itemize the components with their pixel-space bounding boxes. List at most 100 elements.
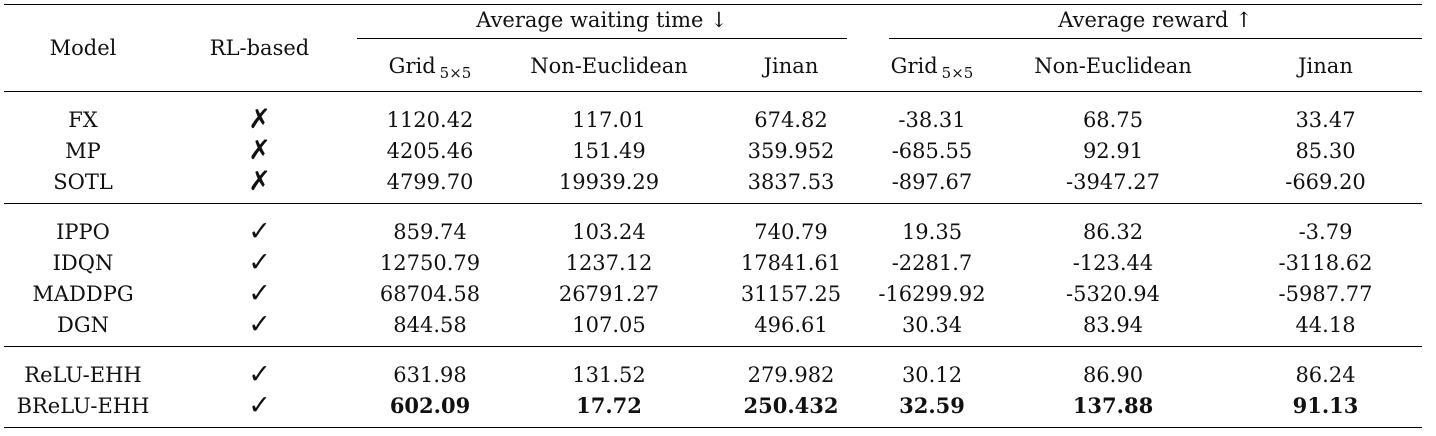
value-cell: 131.52: [503, 346, 715, 390]
value-cell: -3947.27: [1066, 169, 1160, 194]
value-cell: 92.91: [1082, 138, 1144, 163]
value-cell: 250.432: [715, 390, 867, 428]
value-cell: 117.01: [503, 91, 715, 135]
rl-based-cell: ✓: [162, 247, 357, 278]
rl-based-cell: ✓: [162, 346, 357, 390]
col-header-grid-wait: Grid 5×5: [357, 41, 503, 92]
value-cell: -38.31: [867, 91, 997, 135]
group-header-reward-label: Average reward ↑: [889, 8, 1423, 39]
value-cell: 86.24: [1229, 346, 1423, 390]
table-row: IPPO ✓ 859.74 103.24 740.79 19.35 86.32 -3.79: [4, 203, 1423, 247]
value-cell: 86.90: [997, 346, 1229, 390]
value-cell: -123.44: [1072, 250, 1154, 275]
col-header-rl-based: RL-based: [162, 4, 357, 92]
value-cell: -669.20: [1285, 169, 1366, 194]
check-mark-icon: ✓: [248, 390, 271, 421]
group-header-reward: Average reward ↑: [867, 4, 1423, 41]
rl-based-cell: ✗: [162, 166, 357, 204]
value-cell: 740.79: [715, 203, 867, 247]
table-row: MP ✗ 4205.46 151.49 359.952 -685.55 92.91 85.30: [4, 135, 1422, 166]
model-name-cell: ReLU-EHH: [4, 346, 162, 390]
table-row: IDQN ✓ 12750.79 1237.12 17841.61 -2281.7 -123.…: [4, 247, 1422, 278]
value-cell: 4205.46: [386, 138, 474, 163]
group-header-waiting-time-label: Average waiting time ↓: [357, 8, 847, 39]
value-cell: -3118.62: [1278, 250, 1373, 275]
check-mark-icon: ✓: [248, 309, 271, 340]
table-row: FX ✗ 1120.42 117.01 674.82 -38.31 68.75 33.47: [4, 91, 1423, 135]
results-table: Model RL-based Average waiting time ↓ Av…: [4, 4, 1423, 428]
value-cell: 33.47: [1229, 91, 1423, 135]
value-cell: 631.98: [357, 346, 503, 390]
value-cell: 19.35: [867, 203, 997, 247]
value-cell: -5320.94: [1066, 281, 1160, 306]
col-header-model: Model: [4, 4, 162, 92]
value-cell: 859.74: [357, 203, 503, 247]
header-row-1: Model RL-based Average waiting time ↓ Av…: [4, 4, 1423, 92]
value-cell: 85.30: [1295, 138, 1356, 163]
value-cell: -685.55: [891, 138, 973, 163]
value-cell: 496.61: [754, 312, 828, 337]
value-cell: 68.75: [997, 91, 1229, 135]
header-row-2: Grid 5×5 Non-Euclidean Jinan Grid 5×5 Non-…: [4, 41, 1422, 92]
model-name-cell: SOTL: [53, 169, 113, 194]
value-cell: 3837.53: [747, 169, 835, 194]
value-cell: 30.12: [867, 346, 997, 390]
check-mark-icon: ✓: [248, 216, 271, 247]
table-body: FX ✗ 1120.42 117.01 674.82 -38.31 68.75 33.47 MP…: [4, 91, 1423, 428]
check-mark-icon: ✓: [248, 278, 271, 309]
value-cell: 12750.79: [379, 250, 481, 275]
cross-mark-icon: ✗: [248, 166, 271, 197]
value-cell: 844.58: [393, 312, 467, 337]
col-header-noneuclidean-wait: Non-Euclidean: [530, 54, 688, 78]
model-name-cell: BReLU-EHH: [4, 390, 162, 428]
rl-based-cell: ✓: [162, 309, 357, 347]
grid-label: Grid: [388, 54, 436, 78]
model-name-cell: DGN: [57, 312, 109, 337]
value-cell: -16299.92: [878, 281, 986, 306]
value-cell: 602.09: [357, 390, 503, 428]
value-cell: 1120.42: [357, 91, 503, 135]
value-cell: -897.67: [891, 169, 973, 194]
model-name-cell: IPPO: [4, 203, 162, 247]
value-cell: 30.34: [901, 312, 963, 337]
value-cell: 17.72: [503, 390, 715, 428]
value-cell: 83.94: [1082, 312, 1144, 337]
value-cell: -3.79: [1229, 203, 1423, 247]
value-cell: 103.24: [503, 203, 715, 247]
rl-based-cell: ✗: [162, 135, 357, 166]
rl-based-cell: ✓: [162, 278, 357, 309]
cross-mark-icon: ✗: [248, 135, 271, 166]
model-name-cell: MADDPG: [32, 281, 134, 306]
model-name-cell: IDQN: [52, 250, 114, 275]
value-cell: 91.13: [1229, 390, 1423, 428]
table-row: DGN ✓ 844.58 107.05 496.61 30.34 83.94 44.18: [4, 309, 1422, 347]
check-mark-icon: ✓: [248, 359, 271, 390]
table-row: BReLU-EHH ✓ 602.09 17.72 250.432 32.59 137.88 9…: [4, 390, 1423, 428]
check-mark-icon: ✓: [248, 247, 271, 278]
col-header-jinan-reward: Jinan: [1298, 54, 1353, 78]
col-header-grid-reward: Grid 5×5: [867, 41, 997, 92]
table-row: MADDPG ✓ 68704.58 26791.27 31157.25 -16299.92…: [4, 278, 1422, 309]
value-cell: 86.32: [997, 203, 1229, 247]
value-cell: 674.82: [715, 91, 867, 135]
value-cell: 19939.29: [558, 169, 660, 194]
col-header-jinan-wait: Jinan: [763, 54, 819, 78]
value-cell: -5987.77: [1278, 281, 1373, 306]
value-cell: 17841.61: [740, 250, 842, 275]
value-cell: 1237.12: [565, 250, 653, 275]
value-cell: 279.982: [715, 346, 867, 390]
value-cell: 32.59: [867, 390, 997, 428]
table-row: SOTL ✗ 4799.70 19939.29 3837.53 -897.67 -3947.…: [4, 166, 1422, 204]
value-cell: -2281.7: [891, 250, 973, 275]
value-cell: 44.18: [1295, 312, 1356, 337]
model-name-cell: FX: [4, 91, 162, 135]
rl-based-cell: ✓: [162, 390, 357, 428]
value-cell: 4799.70: [386, 169, 474, 194]
col-header-noneuclidean-reward: Non-Euclidean: [1034, 54, 1192, 78]
table-row: ReLU-EHH ✓ 631.98 131.52 279.982 30.12 86.90 86…: [4, 346, 1423, 390]
value-cell: 151.49: [572, 138, 646, 163]
group-header-waiting-time: Average waiting time ↓: [357, 4, 867, 41]
value-cell: 68704.58: [379, 281, 481, 306]
value-cell: 107.05: [572, 312, 646, 337]
